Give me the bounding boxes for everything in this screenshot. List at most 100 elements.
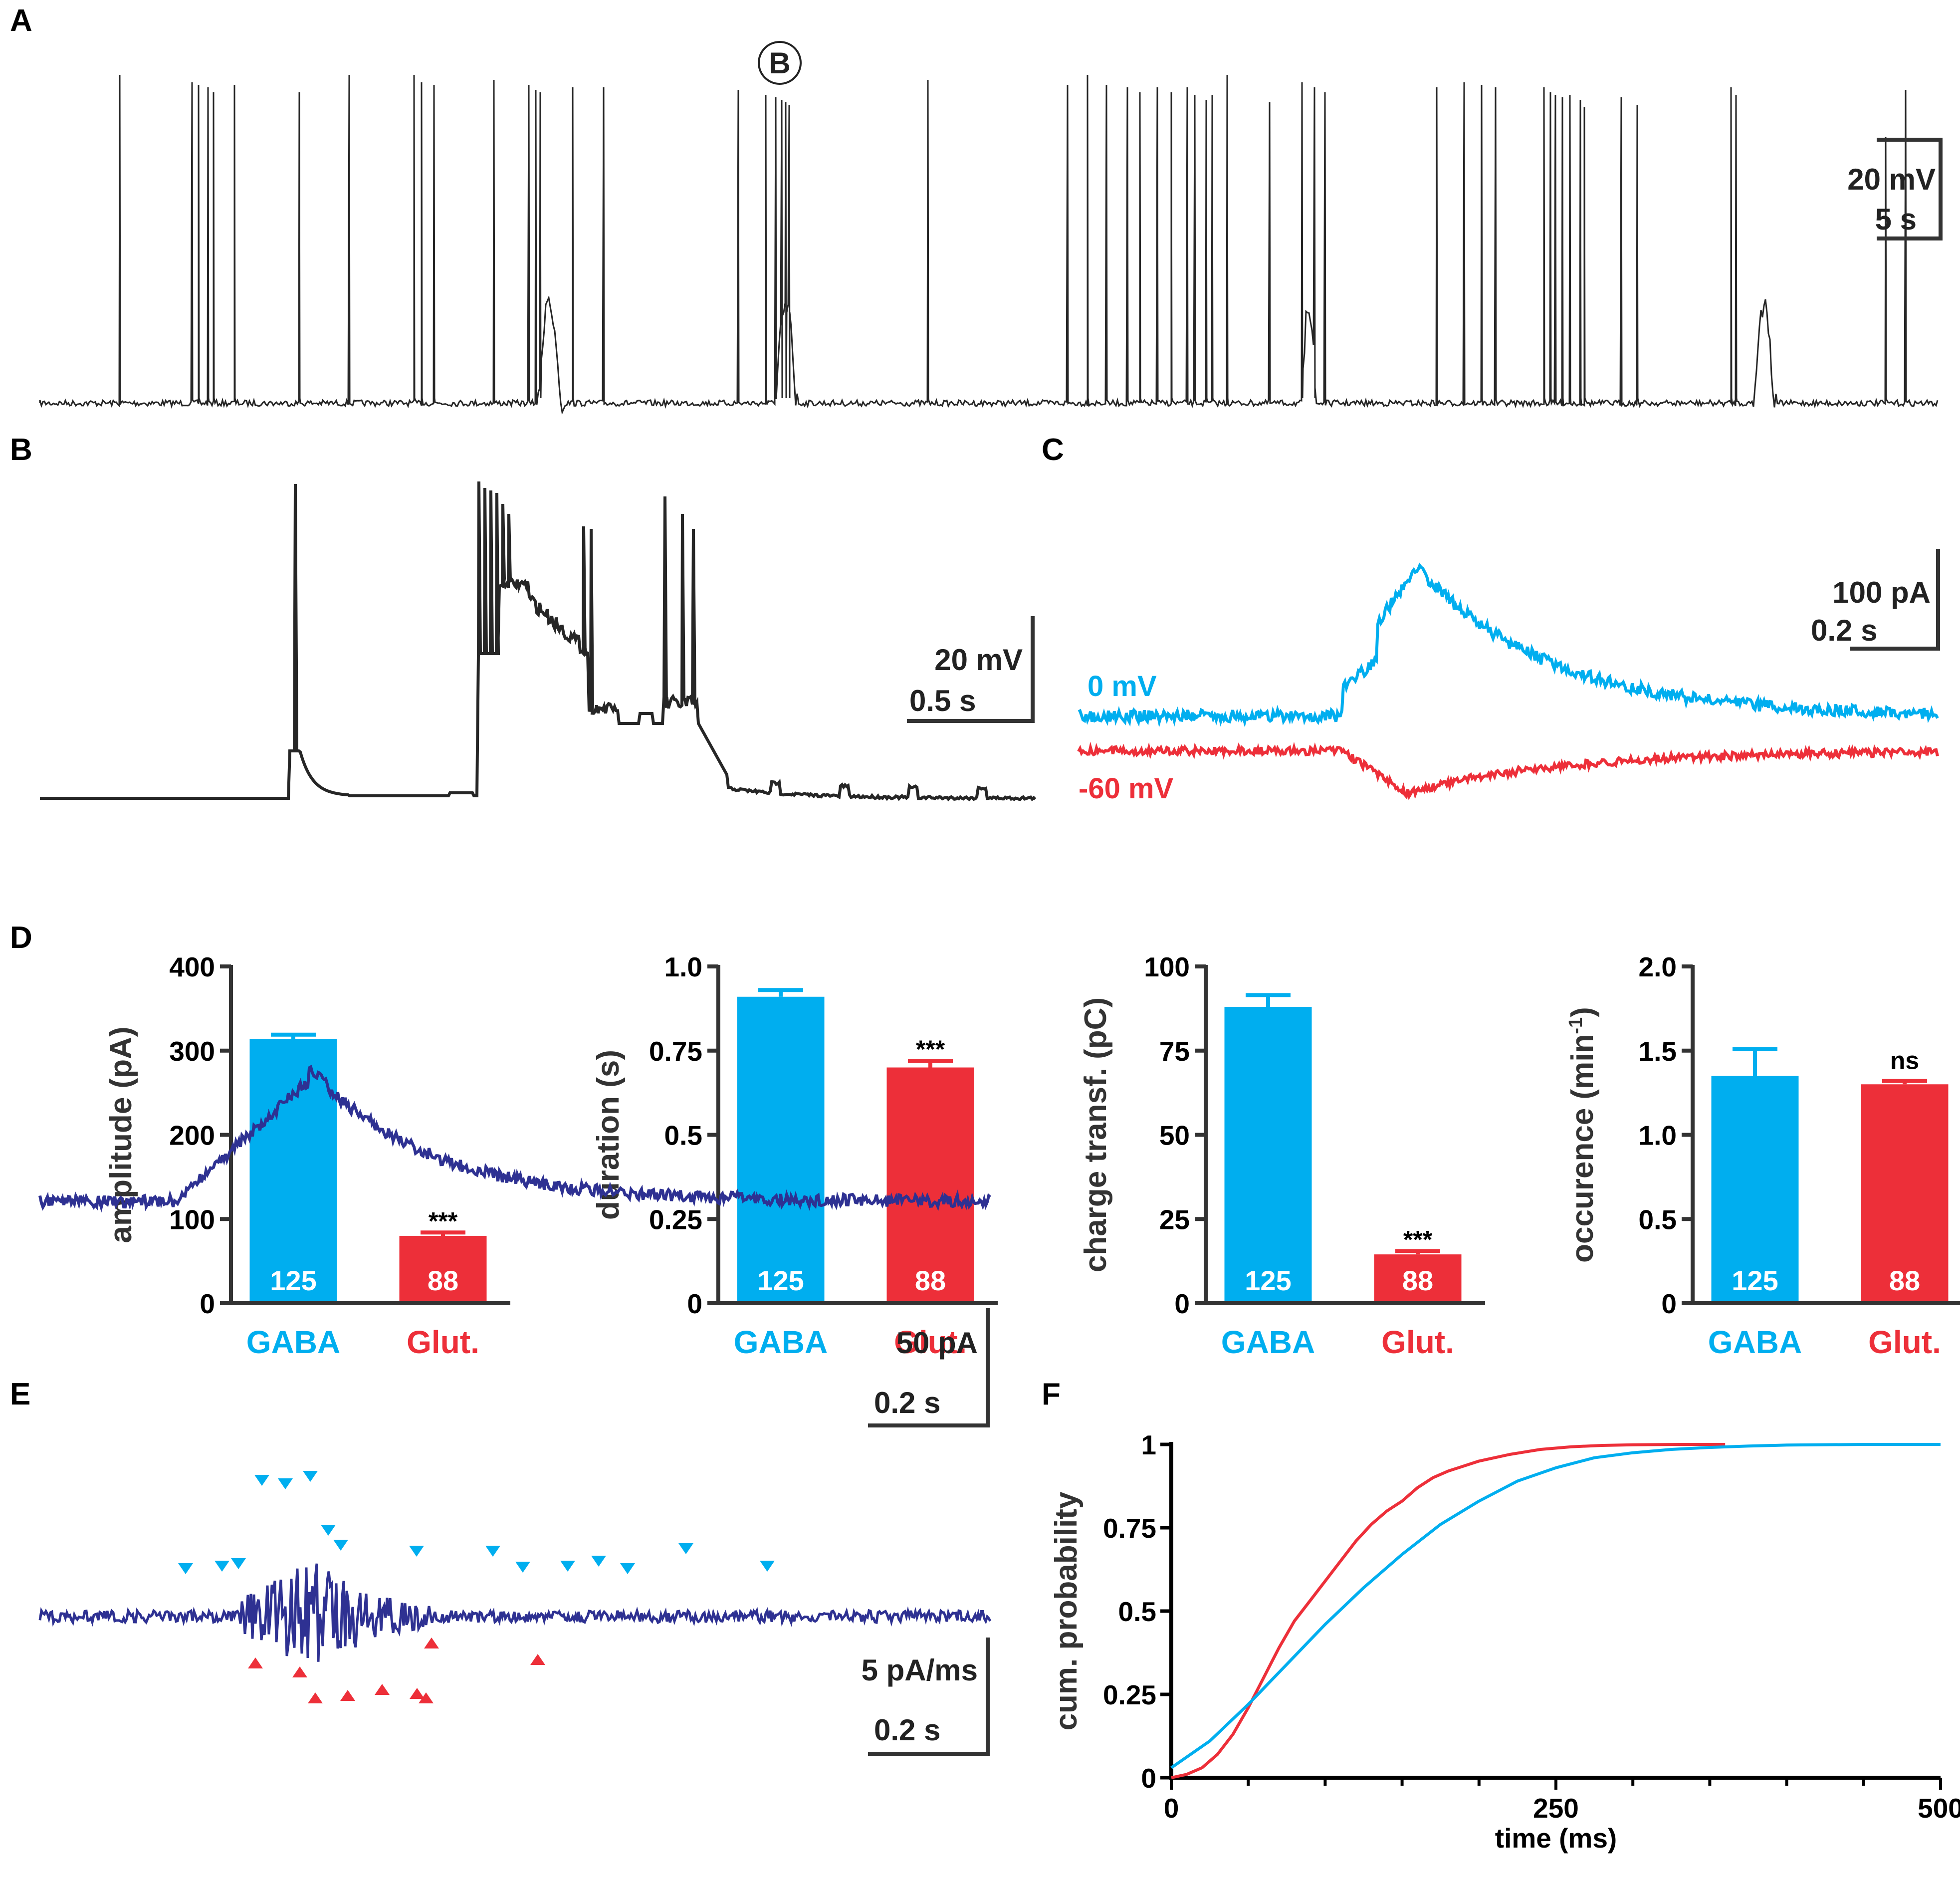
category-label: Glut. [407, 1324, 479, 1360]
event-marker-gaba [321, 1525, 336, 1536]
series-line-glut [1171, 1443, 1726, 1779]
scale-bar-e-derivative [868, 1638, 990, 1756]
y-tick-label: 1.0 [1639, 1120, 1677, 1151]
gaba-current-trace [1078, 562, 1939, 728]
y-axis-label: charge transf. (pC) [1079, 997, 1113, 1272]
scale-label-current: 100 pA [1832, 576, 1931, 609]
scale-label-time: 5 s [1875, 203, 1917, 236]
event-marker-gaba [303, 1471, 318, 1482]
scale-label-time: 0.2 s [874, 1386, 940, 1419]
event-marker-glut [410, 1688, 425, 1699]
bar-chart-2: 0 0.25 0.5 0.75 1.0 duration (s) 125 GABA 88 Glut… [591, 951, 998, 1360]
panel-f: 0 250 500 0 0.25 0.5 0.75 1 time (ms) cum. probab… [1049, 1429, 1960, 1854]
marker-label: B [769, 46, 790, 80]
event-marker-glut [248, 1657, 263, 1668]
category-label: Glut. [1868, 1324, 1941, 1360]
category-label: Glut. [1381, 1324, 1454, 1360]
current-trace [38, 1064, 991, 1213]
event-marker-glut [375, 1684, 390, 1695]
significance-label: ns [1890, 1047, 1919, 1075]
membrane-potential-trace-long [39, 74, 1939, 415]
x-tick-label: 0 [1164, 1793, 1179, 1824]
scale-bar-b [907, 616, 1035, 723]
y-tick-label: 0 [1661, 1288, 1677, 1319]
y-tick-label: 0.25 [1103, 1679, 1156, 1710]
bar-n-label: 125 [1245, 1265, 1291, 1296]
bar-glut [1861, 1084, 1949, 1301]
panel-b: 20 mV 0.5 s [40, 481, 1037, 802]
bar-gaba [1711, 1076, 1799, 1301]
bar-n-label: 125 [757, 1265, 804, 1296]
y-axis-label: amplitude (pA) [104, 1027, 138, 1243]
bar-n-label: 88 [1402, 1265, 1433, 1296]
event-marker-gaba [678, 1543, 693, 1554]
y-tick-label: 0.75 [649, 1036, 702, 1067]
y-axis-label: occurence (min-1) [1565, 1007, 1600, 1263]
significance-label: *** [429, 1207, 458, 1235]
event-marker-glut [419, 1692, 434, 1703]
category-label: GABA [246, 1324, 340, 1360]
category-label: Glut. [894, 1324, 967, 1360]
y-tick-label: 100 [169, 1204, 215, 1235]
y-tick-label: 0 [1174, 1288, 1190, 1319]
panel-label-f: F [1042, 1377, 1061, 1411]
panel-label-c: C [1042, 433, 1064, 467]
event-marker-gaba [485, 1546, 500, 1557]
panel-label-d: D [10, 921, 32, 955]
holding-label-glut: -60 mV [1079, 772, 1174, 805]
y-tick-label: 100 [1144, 951, 1190, 982]
event-marker-glut [292, 1666, 307, 1677]
x-tick-label: 500 [1918, 1793, 1960, 1824]
y-axis-label: duration (s) [591, 1050, 626, 1220]
y-tick-label: 0.5 [664, 1120, 702, 1151]
category-label: GABA [1708, 1324, 1802, 1360]
y-tick-label: 400 [169, 951, 215, 982]
y-tick-label: 25 [1159, 1204, 1190, 1235]
bar-n-label: 88 [1889, 1265, 1920, 1296]
x-axis-label: time (ms) [1495, 1823, 1617, 1854]
y-tick-label: 50 [1159, 1120, 1190, 1151]
panel-c: 0 mV -60 mV 100 pA 0.2 s [1077, 549, 1940, 805]
scale-label-time-2: 0.2 s [874, 1713, 940, 1747]
y-tick-label: 0 [200, 1288, 215, 1319]
scale-label-current: 50 pA [896, 1326, 978, 1360]
bar-n-label: 125 [1732, 1265, 1778, 1296]
event-marker-gaba [620, 1563, 635, 1574]
event-marker-gaba [254, 1475, 269, 1486]
membrane-potential-trace-zoom [40, 481, 1037, 802]
y-tick-label: 1 [1141, 1429, 1156, 1460]
panel-d: 0 100 200 300 400 amplitude (pA) 125 GABA 88 Glut… [104, 951, 1960, 1360]
scale-label-derivative: 5 pA/ms [862, 1653, 978, 1687]
event-marker-glut [530, 1654, 545, 1665]
y-axis-label: cum. probability [1049, 1491, 1084, 1730]
x-tick-label: 250 [1533, 1793, 1579, 1824]
event-marker-gaba [560, 1561, 575, 1572]
y-tick-label: 0 [687, 1288, 702, 1319]
category-label: GABA [1221, 1324, 1315, 1360]
y-tick-label: 2.0 [1639, 951, 1677, 982]
event-marker-gaba [409, 1546, 424, 1557]
panel-a: B 20 mV 5 s [39, 41, 1943, 415]
marker-circle [758, 41, 802, 85]
event-markers [178, 1471, 775, 1703]
glut-current-trace [1077, 741, 1939, 800]
series-line-gaba [1170, 1443, 1941, 1769]
bar-chart-1: 0 100 200 300 400 amplitude (pA) 125 GABA 88 Glut… [104, 951, 510, 1360]
y-tick-label: 300 [169, 1036, 215, 1067]
y-tick-label: 1.5 [1639, 1036, 1677, 1067]
event-marker-glut [308, 1692, 323, 1703]
derivative-trace [38, 1563, 992, 1662]
event-marker-gaba [231, 1558, 246, 1569]
bar-glut [399, 1236, 487, 1301]
event-marker-gaba [178, 1563, 193, 1574]
y-tick-label: 75 [1159, 1036, 1190, 1067]
event-marker-gaba [515, 1562, 530, 1573]
scale-label-time: 0.5 s [909, 684, 976, 717]
bar-gaba [249, 1039, 337, 1301]
panel-e: 50 pA 0.2 s 5 pA/ms 0.2 s [38, 1064, 992, 1756]
significance-label: *** [916, 1035, 945, 1063]
bar-gaba [1224, 1007, 1312, 1301]
event-marker-gaba [760, 1561, 775, 1572]
bar-n-label: 88 [428, 1265, 458, 1296]
